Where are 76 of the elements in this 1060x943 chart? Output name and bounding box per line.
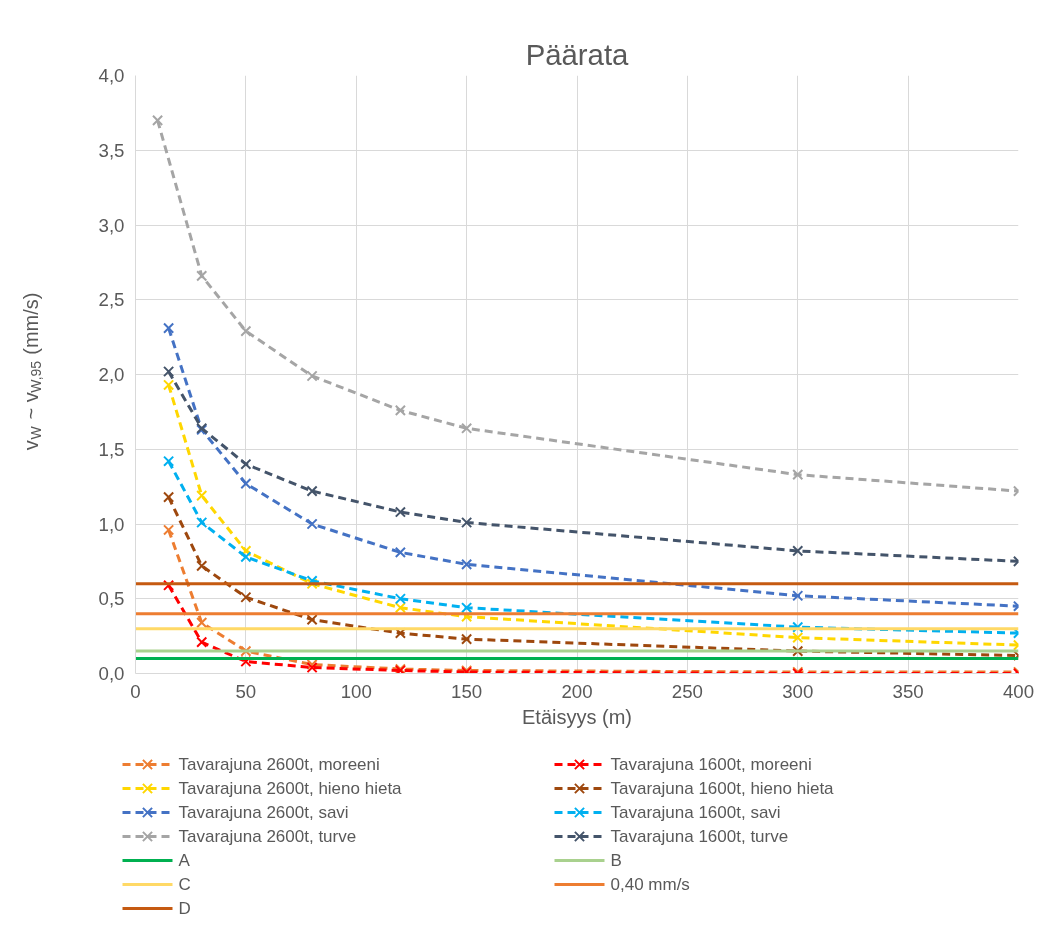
point bbox=[196, 636, 208, 648]
chart-title: Päärata bbox=[525, 37, 630, 71]
point bbox=[196, 516, 208, 529]
point bbox=[163, 579, 175, 591]
legend-label: A bbox=[178, 851, 191, 870]
point bbox=[163, 322, 175, 334]
point bbox=[306, 518, 318, 530]
point bbox=[461, 633, 473, 645]
point bbox=[792, 590, 804, 602]
y-tick-label: 4,0 bbox=[98, 65, 125, 86]
legend-label: Tavarajuna 1600t, moreeni bbox=[610, 755, 812, 774]
legend-label: B bbox=[610, 851, 622, 870]
point bbox=[163, 524, 175, 536]
point bbox=[240, 551, 252, 563]
point bbox=[394, 506, 406, 518]
point bbox=[792, 621, 804, 633]
point bbox=[792, 645, 804, 657]
x-axis-title: Etäisyys (m) bbox=[522, 705, 632, 728]
x-tick-label: 300 bbox=[782, 680, 814, 702]
point bbox=[151, 114, 164, 126]
x-tick-label: 400 bbox=[1002, 680, 1035, 702]
y-tick-label: 0,0 bbox=[98, 663, 125, 684]
legend-label: Tavarajuna 2600t, turve bbox=[178, 827, 357, 846]
point bbox=[196, 490, 208, 502]
point bbox=[306, 614, 318, 626]
x-tick-label: 100 bbox=[340, 680, 372, 702]
x-tick-label: 200 bbox=[561, 680, 593, 702]
point bbox=[394, 593, 406, 605]
point bbox=[163, 455, 175, 467]
y-tick-label: 2,0 bbox=[98, 364, 125, 385]
point bbox=[163, 491, 175, 503]
point bbox=[240, 655, 252, 668]
legend-label: Tavarajuna 1600t, savi bbox=[610, 803, 781, 822]
point bbox=[792, 469, 804, 481]
y-tick-label: 0,5 bbox=[98, 588, 125, 610]
point bbox=[461, 602, 473, 614]
point bbox=[196, 617, 208, 629]
point bbox=[240, 478, 252, 490]
point bbox=[306, 370, 318, 382]
legend-label: Tavarajuna 2600t, moreeni bbox=[178, 755, 380, 774]
legend-label: Tavarajuna 2600t, hieno hieta bbox=[178, 779, 403, 798]
point bbox=[240, 591, 252, 603]
y-tick-label: 3,5 bbox=[98, 139, 125, 161]
legend-label: C bbox=[178, 875, 191, 894]
point bbox=[792, 632, 804, 644]
x-tick-label: 50 bbox=[235, 680, 257, 702]
point bbox=[196, 560, 208, 572]
x-tick-label: 250 bbox=[671, 680, 703, 702]
legend-label: 0,40 mm/s bbox=[610, 875, 690, 894]
y-tick-label: 1,5 bbox=[98, 438, 125, 460]
y-tick-label: 1,0 bbox=[98, 513, 125, 535]
point bbox=[240, 645, 252, 657]
point bbox=[394, 546, 406, 558]
point bbox=[240, 458, 252, 470]
legend-label: Tavarajuna 2600t, savi bbox=[178, 803, 349, 822]
point bbox=[394, 602, 406, 614]
point bbox=[461, 422, 473, 434]
x-tick-label: 150 bbox=[451, 680, 483, 702]
legend-label: D bbox=[178, 899, 191, 918]
point bbox=[394, 404, 406, 416]
point bbox=[163, 365, 175, 378]
y-tick-label: 2,5 bbox=[98, 289, 125, 311]
y-tick-label: 3,0 bbox=[98, 214, 125, 236]
point bbox=[163, 379, 175, 391]
point bbox=[196, 270, 208, 282]
point bbox=[461, 516, 473, 529]
x-tick-label: 0 bbox=[130, 680, 141, 702]
point bbox=[792, 545, 804, 557]
point bbox=[240, 325, 252, 337]
point bbox=[306, 485, 318, 497]
x-tick-label: 350 bbox=[892, 680, 924, 702]
legend-label: Tavarajuna 1600t, hieno hieta bbox=[610, 779, 835, 798]
point bbox=[240, 545, 252, 557]
legend-label: Tavarajuna 1600t, turve bbox=[610, 827, 789, 846]
point bbox=[461, 558, 473, 570]
y-axis-title: vW ~ vW,95 (mm/s) bbox=[19, 292, 44, 451]
